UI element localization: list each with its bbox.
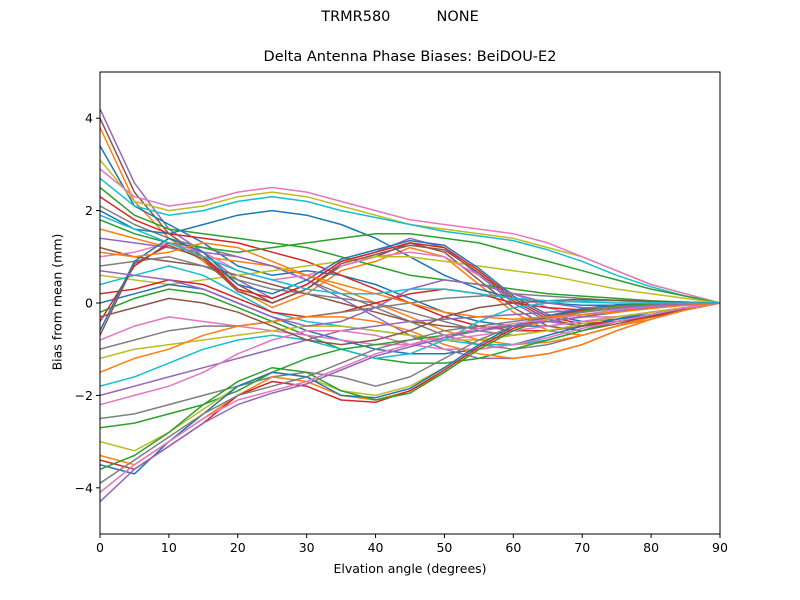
x-tick-label-8: 80 xyxy=(643,540,659,555)
series-line-44 xyxy=(100,297,720,346)
series-line-39 xyxy=(100,302,720,484)
x-axis-label: Elvation angle (degrees) xyxy=(333,561,487,576)
series-line-42 xyxy=(100,242,720,320)
y-tick-label-1: −2 xyxy=(75,388,93,403)
figure-suptitle: TRMR580 NONE xyxy=(321,9,479,25)
x-tick-label-3: 30 xyxy=(299,540,315,555)
y-tick-label-4: 4 xyxy=(85,111,93,126)
series-line-17 xyxy=(100,256,720,304)
series-line-29 xyxy=(100,299,720,387)
y-tick-label-0: −4 xyxy=(75,480,93,495)
x-tick-label-7: 70 xyxy=(574,540,590,555)
x-tick-label-9: 90 xyxy=(712,540,728,555)
series-line-6 xyxy=(100,177,720,304)
series-line-37 xyxy=(100,302,720,475)
series-line-27 xyxy=(100,302,720,360)
x-tick-label-1: 10 xyxy=(161,540,177,555)
chart-title: Delta Antenna Phase Biases: BeiDOU-E2 xyxy=(263,49,557,65)
series-line-41 xyxy=(100,302,720,503)
x-tick-label-6: 60 xyxy=(505,540,521,555)
series-line-45 xyxy=(100,214,720,304)
series-line-5 xyxy=(100,168,720,304)
x-tick-label-4: 40 xyxy=(368,540,384,555)
series-line-11 xyxy=(100,219,720,304)
series-line-38 xyxy=(100,302,720,470)
series-line-23 xyxy=(100,237,720,332)
y-tick-label-2: 0 xyxy=(85,296,93,311)
series-line-40 xyxy=(100,302,720,493)
series-line-7 xyxy=(100,186,720,304)
y-axis-label: Bias from mean (mm) xyxy=(49,233,65,371)
x-tick-label-5: 50 xyxy=(436,540,452,555)
x-tick-label-0: 0 xyxy=(96,540,104,555)
series-line-28 xyxy=(100,302,720,373)
y-tick-label-3: 2 xyxy=(85,203,93,218)
x-tick-label-2: 20 xyxy=(230,540,246,555)
